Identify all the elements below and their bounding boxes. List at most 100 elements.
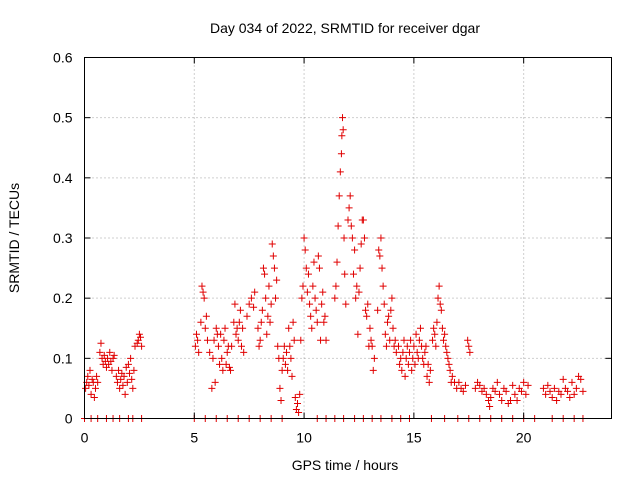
data-point [464, 336, 472, 344]
data-point [415, 336, 423, 344]
data-point [243, 312, 251, 320]
data-point [482, 390, 490, 398]
data-point [321, 312, 329, 320]
data-point [331, 294, 339, 302]
data-point [126, 369, 134, 377]
data-point [572, 384, 580, 392]
data-point [299, 282, 307, 290]
data-point [238, 342, 246, 350]
data-point [577, 375, 585, 383]
data-point [459, 387, 467, 395]
data-point [421, 348, 429, 356]
data-point [539, 384, 547, 392]
data-point [117, 375, 125, 383]
data-point [419, 354, 427, 362]
plot-frame [84, 57, 612, 419]
data-point [347, 222, 355, 230]
data-point [377, 234, 385, 242]
data-point [93, 372, 101, 380]
data-point [335, 192, 343, 200]
data-point [203, 336, 211, 344]
data-point [564, 387, 572, 395]
data-point [211, 378, 219, 386]
data-point [344, 216, 352, 224]
data-point [522, 390, 530, 398]
x-tick-label: 0 [81, 430, 89, 446]
data-point [202, 312, 210, 320]
data-point [443, 348, 451, 356]
data-point [366, 324, 374, 332]
data-point [520, 378, 528, 386]
data-point [121, 390, 129, 398]
data-point [123, 378, 131, 386]
data-point [110, 351, 118, 359]
data-point [91, 384, 99, 392]
data-point [491, 387, 499, 395]
data-point [272, 294, 280, 302]
data-points [81, 114, 587, 422]
data-point [232, 330, 240, 338]
data-point [264, 312, 272, 320]
data-point [498, 396, 506, 404]
data-point [357, 240, 365, 248]
y-tick-label: 0.4 [53, 170, 73, 186]
data-point [408, 366, 416, 374]
data-point [308, 324, 316, 332]
data-point [206, 348, 214, 356]
data-point [374, 306, 382, 314]
data-point [424, 360, 432, 368]
data-point [254, 324, 262, 332]
data-point [297, 336, 305, 344]
data-point [332, 282, 340, 290]
x-tick-label: 20 [516, 430, 532, 446]
data-point [136, 333, 144, 341]
data-point [362, 306, 370, 314]
data-point [138, 342, 146, 350]
data-point [124, 360, 132, 368]
chart-title: Day 034 of 2022, SRMTID for receiver dga… [210, 20, 480, 36]
data-point [423, 372, 431, 380]
data-point [225, 363, 233, 371]
data-point [227, 366, 235, 374]
data-point [257, 318, 265, 326]
data-point [398, 366, 406, 374]
data-point [385, 312, 393, 320]
data-point [109, 354, 117, 362]
data-point [234, 336, 242, 344]
data-point [231, 300, 239, 308]
data-point [392, 348, 400, 356]
data-point [217, 330, 225, 338]
data-point [438, 324, 446, 332]
data-point [315, 264, 323, 272]
data-point [296, 390, 304, 398]
data-point [363, 312, 371, 320]
data-point [396, 360, 404, 368]
data-point [82, 384, 90, 392]
data-point [314, 252, 322, 260]
data-point [251, 288, 259, 296]
y-tick-label: 0.5 [53, 110, 73, 126]
data-point [496, 390, 504, 398]
data-point [524, 381, 532, 389]
data-point [192, 330, 200, 338]
y-tick-label: 0.6 [53, 50, 73, 66]
data-point [228, 342, 236, 350]
data-point [557, 390, 565, 398]
data-point [274, 342, 282, 350]
data-point [493, 378, 501, 386]
data-point [486, 402, 494, 410]
data-point [407, 336, 415, 344]
data-point [212, 324, 220, 332]
data-point [509, 381, 517, 389]
data-point [223, 348, 231, 356]
data-point [119, 381, 127, 389]
data-point [307, 312, 315, 320]
data-point [239, 324, 247, 332]
data-point [471, 384, 479, 392]
x-axis-title: GPS time / hours [292, 457, 399, 473]
data-point [455, 378, 463, 386]
y-tick-label: 0.2 [53, 290, 73, 306]
data-point [270, 264, 278, 272]
data-point [198, 282, 206, 290]
